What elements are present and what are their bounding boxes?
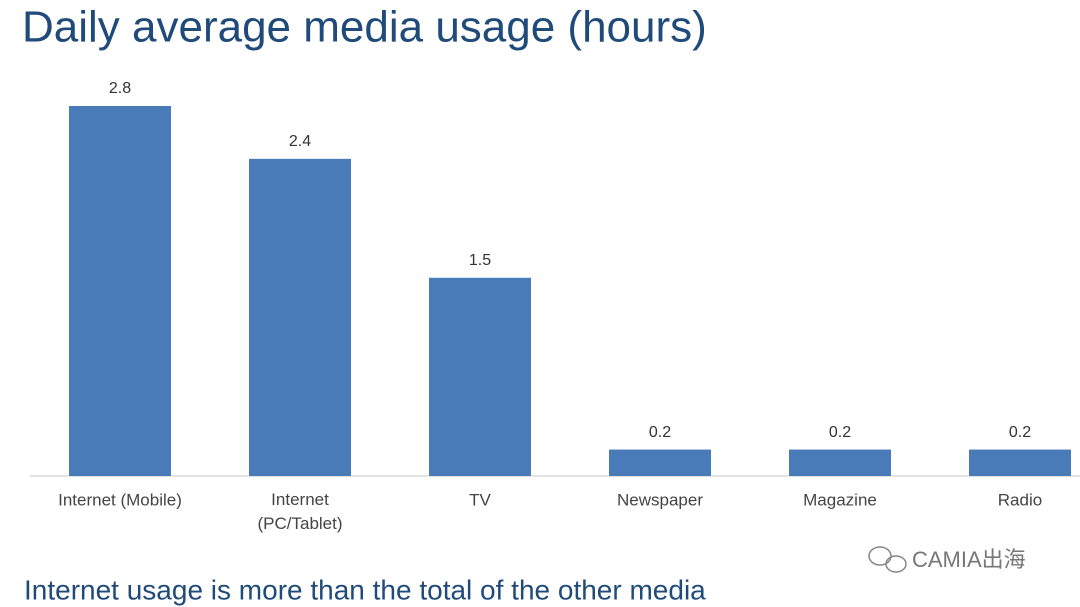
- bar: [609, 449, 711, 476]
- x-tick-label: Radio: [998, 490, 1042, 509]
- value-label: 0.2: [1009, 424, 1031, 441]
- value-label: 0.2: [829, 424, 851, 441]
- watermark: CAMIA出海: [912, 547, 1026, 572]
- chart-title: Daily average media usage (hours): [22, 3, 707, 52]
- value-label: 0.2: [649, 424, 671, 441]
- watermark-icon: [868, 546, 907, 573]
- subtitle: Internet usage is more than the total of…: [24, 574, 706, 605]
- value-label: 1.5: [469, 252, 491, 269]
- bar: [969, 449, 1071, 476]
- x-tick-label: TV: [469, 490, 491, 509]
- x-tick-label: Internet (Mobile): [58, 490, 182, 509]
- x-tick-label: Newspaper: [617, 490, 703, 509]
- x-tick-label: Magazine: [803, 490, 877, 509]
- value-label: 2.8: [109, 80, 131, 97]
- value-label: 2.4: [289, 133, 311, 150]
- bar: [249, 158, 351, 476]
- x-tick-label: Internet (PC/Tablet): [257, 490, 342, 533]
- bar: [69, 106, 171, 476]
- bar: [429, 277, 531, 476]
- bar: [789, 449, 891, 476]
